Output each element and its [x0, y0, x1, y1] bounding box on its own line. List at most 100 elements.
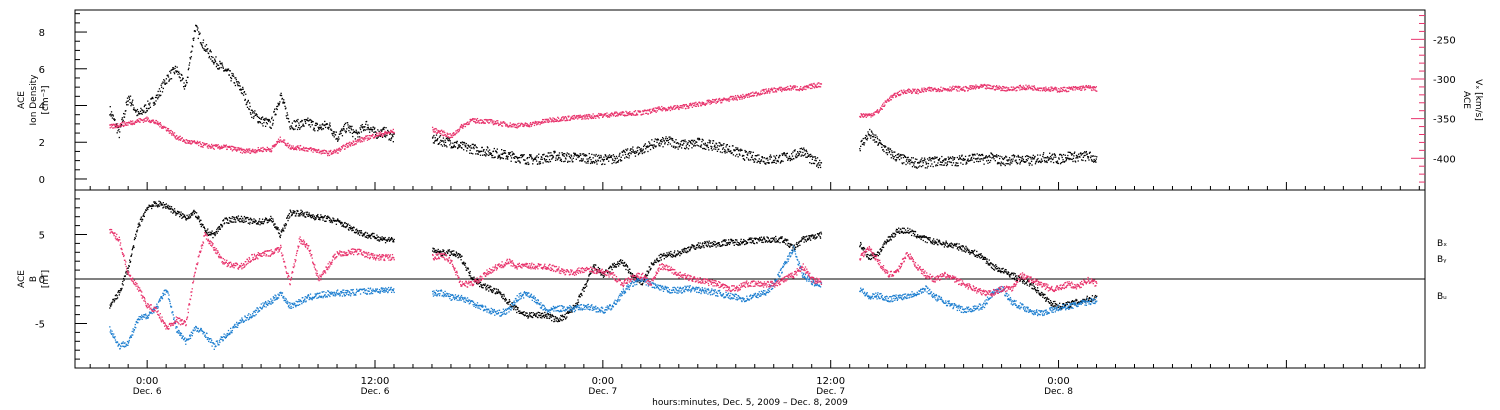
- density-point: [714, 146, 716, 148]
- bx-point: [226, 218, 228, 220]
- density-point: [520, 156, 522, 159]
- density-point: [235, 77, 237, 79]
- bx-point: [314, 219, 316, 221]
- vx-point: [773, 87, 776, 89]
- vx-point: [450, 134, 452, 137]
- vx-point: [326, 152, 328, 155]
- density-point: [207, 48, 209, 50]
- bx-point: [176, 210, 179, 212]
- vx-point: [674, 108, 676, 110]
- density-point: [441, 145, 444, 147]
- density-point: [668, 138, 671, 140]
- vx-point: [967, 89, 969, 92]
- density-point: [976, 160, 978, 163]
- bx-point: [195, 216, 197, 218]
- vx-point: [292, 147, 294, 149]
- vx-point: [245, 152, 247, 154]
- density-point: [591, 153, 593, 156]
- density-point: [500, 153, 502, 155]
- vx-point: [216, 144, 218, 147]
- density-point: [891, 151, 893, 154]
- density-point: [879, 141, 881, 144]
- vx-point: [742, 93, 744, 96]
- density-point: [146, 110, 149, 112]
- vx-point: [377, 135, 379, 137]
- density-point: [116, 132, 118, 134]
- bx-point: [311, 216, 313, 218]
- vx-point: [813, 87, 816, 89]
- vx-point: [782, 87, 784, 89]
- density-point: [465, 142, 467, 145]
- density-point: [1046, 160, 1048, 162]
- density-point: [319, 126, 322, 129]
- vx-point: [559, 119, 561, 122]
- density-point: [870, 130, 873, 132]
- density-point: [337, 140, 339, 142]
- density-point: [332, 131, 335, 133]
- density-point: [965, 161, 968, 164]
- vx-point: [542, 118, 545, 121]
- density-point: [314, 130, 316, 132]
- vx-point: [555, 118, 557, 120]
- density-point: [364, 129, 366, 131]
- density-point: [1072, 157, 1075, 160]
- vx-point: [896, 92, 899, 94]
- density-point: [1095, 158, 1097, 160]
- density-point: [925, 163, 927, 165]
- density-point: [510, 160, 512, 162]
- vx-point: [261, 147, 263, 149]
- density-point: [280, 94, 282, 97]
- density-point: [671, 145, 673, 147]
- density-point: [1027, 158, 1029, 160]
- density-point: [1076, 156, 1078, 158]
- vx-point: [469, 121, 471, 123]
- vx-point: [898, 90, 901, 93]
- density-point: [119, 131, 121, 133]
- vx-point: [950, 90, 952, 92]
- density-point: [725, 144, 728, 146]
- density-point: [607, 155, 609, 157]
- vx-point: [595, 117, 597, 119]
- density-point: [1027, 155, 1029, 157]
- vx-point: [213, 148, 215, 150]
- bx-point: [283, 224, 285, 226]
- vx-point: [757, 93, 759, 95]
- vx-point: [943, 89, 946, 91]
- vx-point: [898, 94, 900, 96]
- vx-point: [574, 116, 576, 118]
- density-point: [946, 163, 949, 166]
- bx-point: [321, 216, 323, 219]
- bx-point: [301, 210, 303, 213]
- vx-point: [193, 140, 196, 142]
- density-point: [912, 161, 914, 164]
- density-point: [330, 128, 332, 130]
- vx-point: [113, 123, 115, 125]
- density-point: [441, 140, 443, 142]
- bx-point: [337, 218, 339, 220]
- vx-point: [580, 116, 583, 118]
- vx-point: [381, 133, 384, 135]
- density-point: [504, 152, 506, 154]
- density-point: [919, 160, 921, 162]
- density-point: [339, 133, 341, 135]
- density-point: [535, 160, 538, 162]
- bx-point: [216, 228, 218, 231]
- density-point: [267, 119, 269, 122]
- density-point: [522, 155, 524, 157]
- density-point: [510, 157, 513, 159]
- density-point: [939, 157, 941, 160]
- density-point: [196, 26, 198, 28]
- density-point: [683, 142, 685, 144]
- vx-point: [555, 120, 558, 123]
- vx-point: [244, 149, 246, 151]
- density-point: [876, 141, 878, 143]
- vx-point: [765, 90, 768, 92]
- density-point: [1053, 153, 1056, 155]
- density-point: [792, 151, 794, 153]
- vx-point: [870, 116, 872, 118]
- density-point: [772, 159, 775, 162]
- density-point: [356, 133, 359, 135]
- density-point: [440, 143, 442, 146]
- density-point: [982, 154, 984, 157]
- density-point: [899, 155, 901, 157]
